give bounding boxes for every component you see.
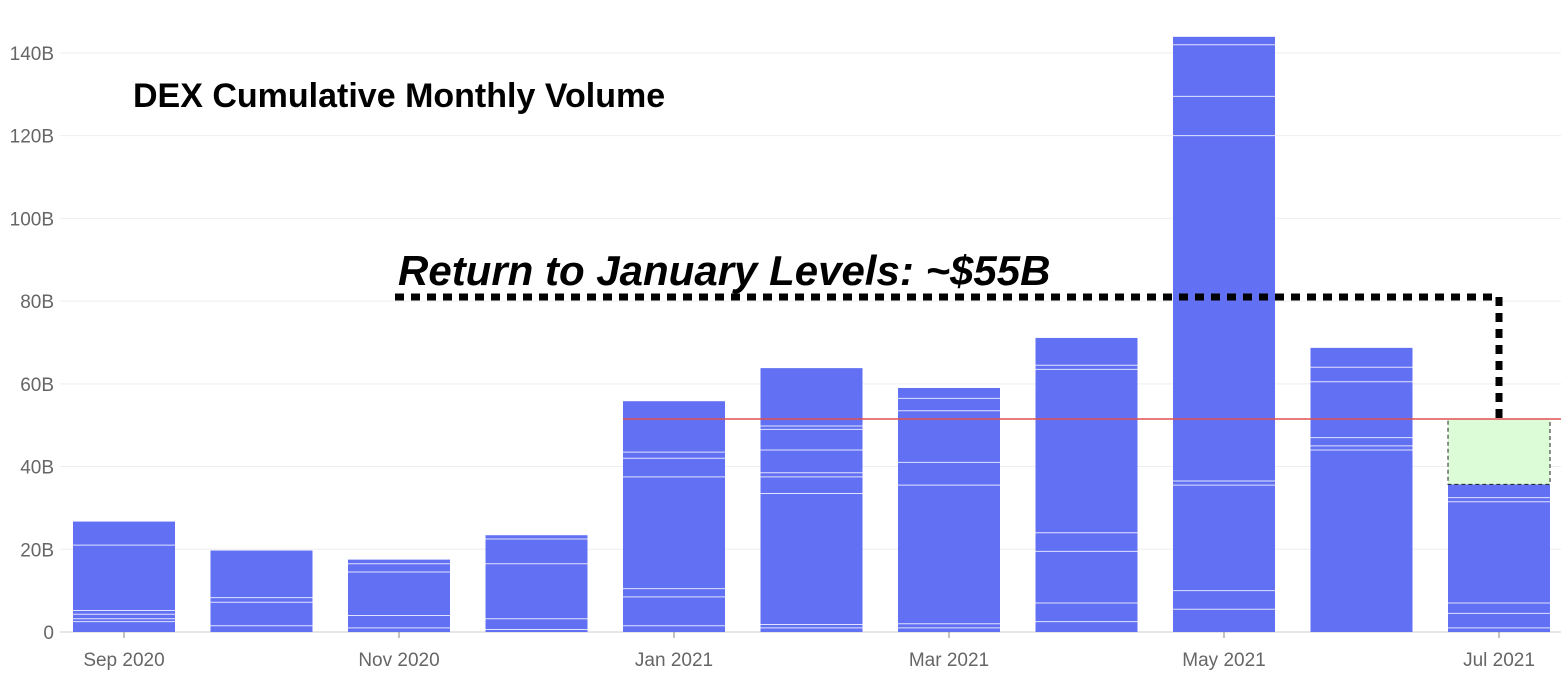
- x-tick-label: Nov 2020: [358, 650, 439, 671]
- y-tick-label: 0: [43, 623, 54, 644]
- projection-box: [1447, 418, 1551, 485]
- x-tick-label: Mar 2021: [909, 650, 989, 671]
- annotation-text: Return to January Levels: ~$55B: [398, 247, 1050, 294]
- x-tick-label: Jan 2021: [635, 650, 713, 671]
- y-tick-label: 100B: [10, 209, 54, 230]
- bar: [898, 387, 1000, 632]
- dotted-guide-path: [395, 293, 1503, 419]
- bar: [760, 368, 863, 632]
- bar: [348, 559, 450, 632]
- y-tick-label: 140B: [10, 44, 54, 65]
- bar: [1035, 337, 1138, 632]
- y-tick-label: 80B: [20, 292, 54, 313]
- bar: [73, 521, 175, 632]
- bar: [1310, 347, 1413, 632]
- bar: [1448, 484, 1550, 632]
- chart-title: DEX Cumulative Monthly Volume: [133, 77, 665, 115]
- y-axis-ticks: 0 20B 40B 60B 80B 100B 120B 140B: [10, 44, 54, 644]
- x-tick-label: Jul 2021: [1463, 650, 1535, 671]
- bar: [1173, 36, 1275, 633]
- annotations: [395, 293, 1561, 485]
- bar: [210, 550, 313, 632]
- y-tick-label: 60B: [20, 375, 54, 396]
- bars: [73, 36, 1550, 633]
- x-tick-label: May 2021: [1182, 650, 1265, 671]
- bar: [485, 535, 588, 632]
- x-tick-label: Sep 2020: [83, 650, 164, 671]
- y-tick-label: 120B: [10, 127, 54, 148]
- bar: [623, 401, 725, 632]
- y-tick-label: 20B: [20, 540, 54, 561]
- x-axis-ticks: Sep 2020 Nov 2020 Jan 2021 Mar 2021 May 2021…: [83, 632, 1535, 671]
- y-tick-label: 40B: [20, 458, 54, 479]
